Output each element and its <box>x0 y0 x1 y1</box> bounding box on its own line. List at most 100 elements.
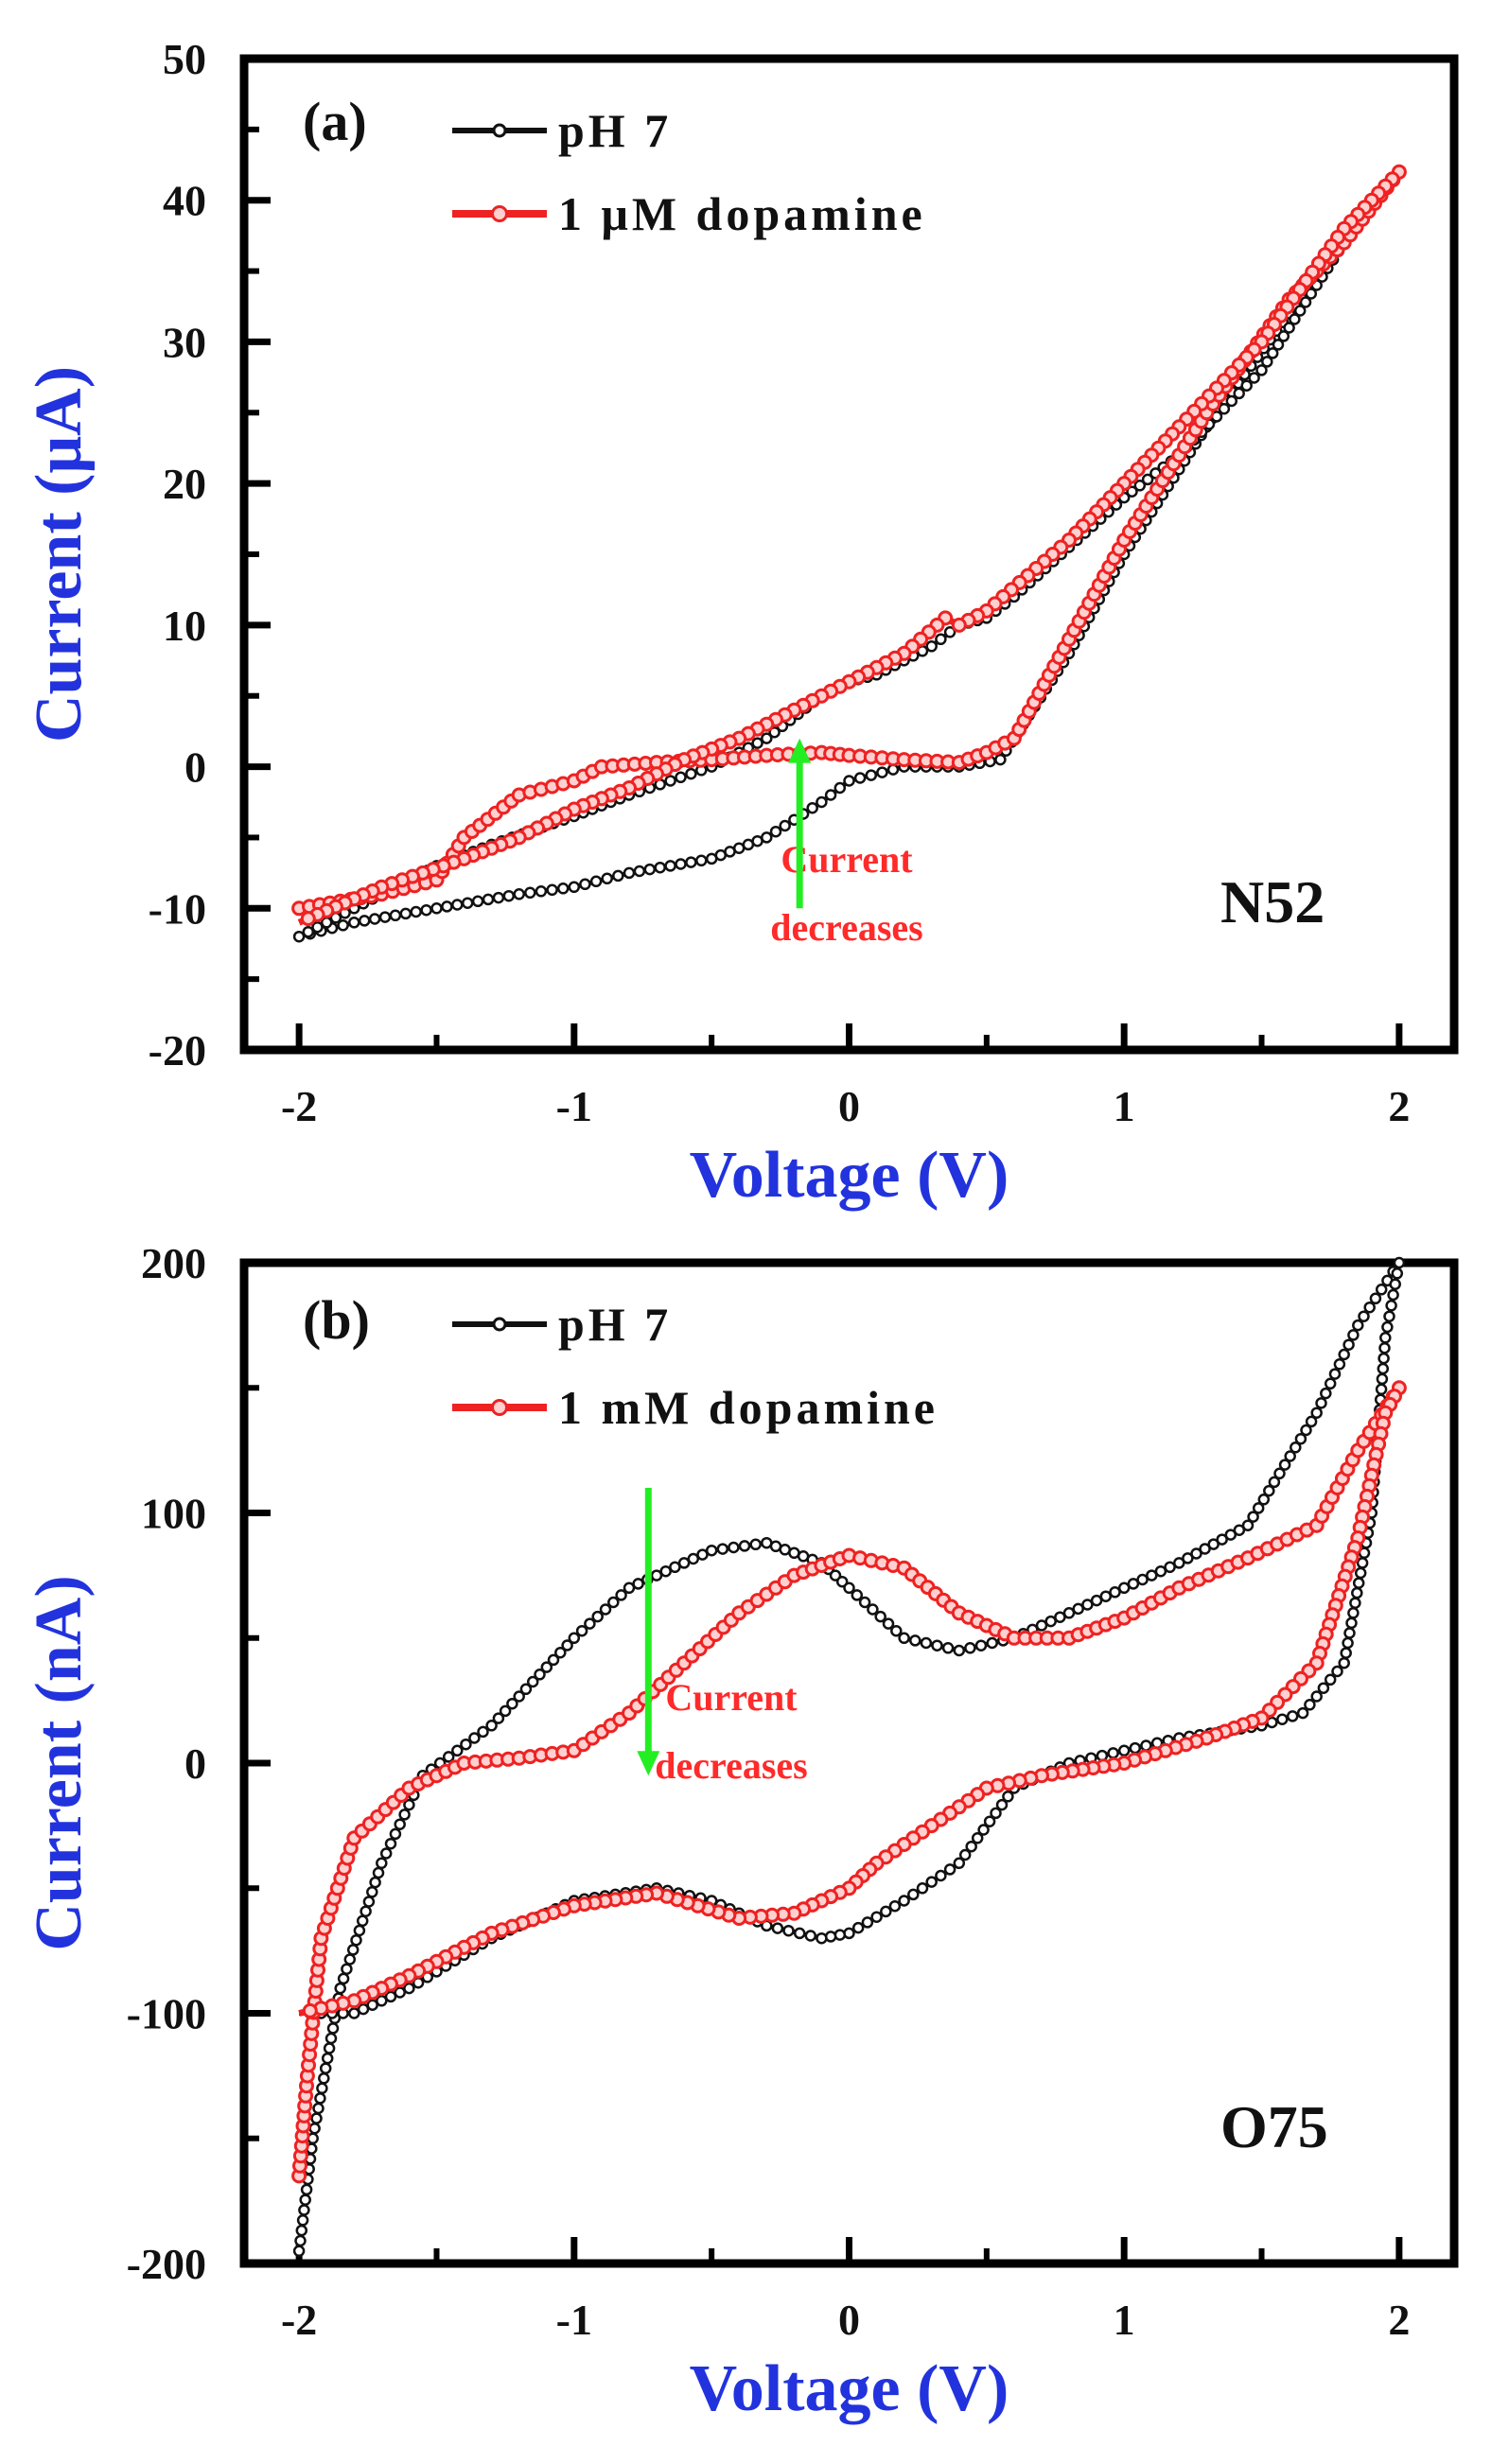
data-point <box>1136 1573 1149 1586</box>
data-point <box>1352 1577 1365 1589</box>
data-point <box>346 1944 360 1956</box>
data-point <box>761 732 773 744</box>
data-point <box>1248 372 1260 384</box>
data-point <box>880 1905 892 1918</box>
data-point <box>292 930 306 943</box>
data-point <box>384 1837 397 1850</box>
data-point <box>1345 1616 1358 1630</box>
data-point <box>353 1924 366 1937</box>
data-point <box>348 2007 360 2019</box>
data-point <box>302 925 315 938</box>
data-point <box>389 1827 402 1841</box>
data-point <box>861 1916 874 1929</box>
data-point <box>369 1876 381 1889</box>
data-point <box>337 1972 350 1985</box>
data-point <box>867 1603 879 1616</box>
data-point <box>316 2082 328 2095</box>
data-point <box>1255 364 1268 376</box>
annotation-arrow-head <box>637 1751 660 1776</box>
data-point <box>687 1552 700 1565</box>
data-point <box>898 1632 910 1645</box>
data-point <box>664 860 676 872</box>
data-point <box>865 769 878 781</box>
data-point <box>471 895 484 908</box>
data-point <box>1107 1747 1119 1759</box>
data-point <box>738 1540 751 1552</box>
data-point <box>669 1561 681 1574</box>
data-point <box>953 1644 966 1657</box>
data-point <box>321 2052 334 2065</box>
data-point <box>499 1704 512 1718</box>
data-point <box>1224 1529 1237 1541</box>
data-point <box>492 891 505 904</box>
y-tick-label: 50 <box>163 35 206 83</box>
chart-panel-b: -200 -100 0 100 200 -2 -1 0 1 2 Voltage (V) Current… <box>23 1239 1459 2425</box>
data-point <box>360 1905 372 1917</box>
data-point <box>334 1982 346 1995</box>
data-point <box>535 885 548 898</box>
data-point <box>1199 1543 1211 1555</box>
data-point <box>477 1725 489 1739</box>
data-point <box>430 902 443 915</box>
data-point <box>994 753 1007 766</box>
data-point <box>623 1582 636 1595</box>
data-point <box>591 1610 604 1623</box>
data-point <box>298 2204 310 2216</box>
data-point <box>986 1636 998 1650</box>
x-tick-label: 2 <box>1388 2296 1410 2344</box>
data-point <box>650 1569 663 1582</box>
data-point <box>1290 1442 1302 1454</box>
legend-label-dopamine: 1 mM dopamine <box>558 1381 939 1434</box>
data-point <box>851 1921 865 1934</box>
data-point <box>1342 1636 1354 1650</box>
data-point <box>769 825 782 838</box>
data-point <box>965 1840 977 1853</box>
data-point <box>442 1751 455 1763</box>
data-point <box>485 1720 498 1732</box>
x-tick-label: 0 <box>838 2296 860 2344</box>
data-point <box>343 1953 357 1966</box>
data-point <box>858 1596 871 1609</box>
data-point <box>768 725 781 739</box>
data-point <box>995 1798 1009 1811</box>
data-point <box>1331 1665 1343 1678</box>
data-point <box>1127 1578 1140 1590</box>
data-point <box>677 1557 691 1569</box>
data-point <box>1379 1332 1392 1344</box>
legend-marker-pH7 <box>492 123 507 138</box>
data-point <box>851 1589 864 1601</box>
data-point <box>1354 1566 1367 1580</box>
data-point <box>761 831 773 844</box>
data-point <box>1062 1607 1076 1619</box>
data-point <box>695 854 708 867</box>
data-point <box>403 1798 415 1811</box>
data-point <box>378 911 392 923</box>
data-point <box>1347 1329 1360 1341</box>
data-point <box>314 2092 326 2105</box>
annotation-text: decreases <box>770 906 922 949</box>
data-point <box>1252 1502 1265 1514</box>
data-point <box>1383 1310 1395 1322</box>
data-point <box>612 869 624 882</box>
data-point <box>1393 1256 1406 1269</box>
data-point <box>1207 1538 1219 1550</box>
y-axis-title: Current (μA) <box>23 366 96 743</box>
data-point <box>607 1596 620 1609</box>
data-point <box>1294 1432 1307 1445</box>
legend-marker-pH7 <box>492 1317 507 1332</box>
data-point <box>601 872 613 885</box>
data-point <box>1320 1387 1332 1400</box>
x-axis-title: Voltage (V) <box>690 1139 1009 1212</box>
data-point <box>843 1582 855 1595</box>
annotation-text: Current <box>665 1676 798 1719</box>
data-point <box>376 1857 388 1870</box>
legend-marker-dopamine <box>491 1399 508 1416</box>
data-point <box>1310 1690 1323 1703</box>
data-point <box>1129 1741 1142 1755</box>
data-point <box>403 1982 415 1995</box>
data-point <box>1385 1300 1397 1312</box>
data-point <box>675 771 687 784</box>
data-point <box>1117 1582 1131 1595</box>
panel-label: (b) <box>303 1289 370 1351</box>
data-point <box>1141 473 1154 486</box>
